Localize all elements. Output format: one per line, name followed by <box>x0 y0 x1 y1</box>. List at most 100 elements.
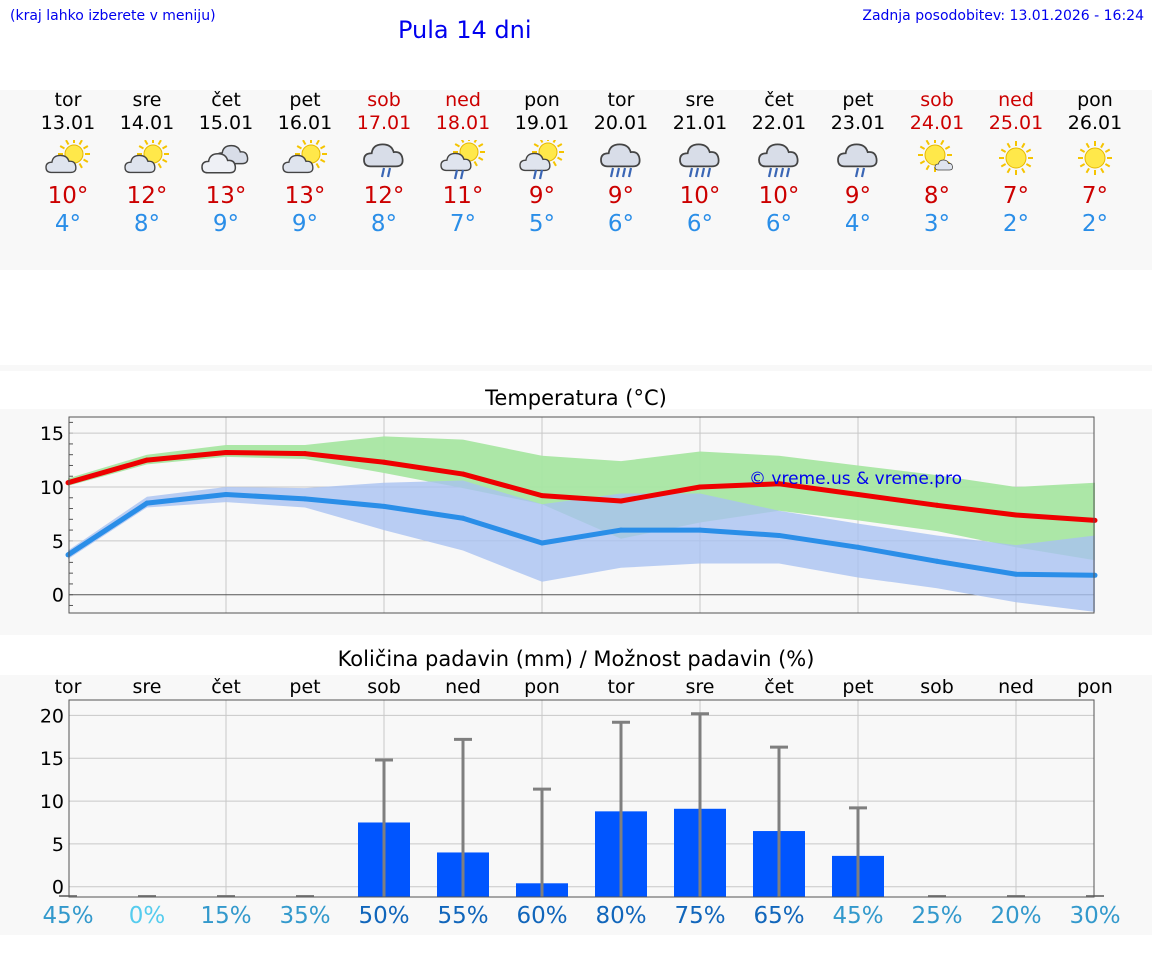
temp-max: 13° <box>205 183 247 209</box>
day-date: 14.01 <box>119 112 175 134</box>
temp-min: 4° <box>844 211 872 237</box>
precip-probability: 15% <box>200 903 252 929</box>
day-date: 13.01 <box>40 112 96 134</box>
cloud-heavy-rain-icon <box>600 143 641 178</box>
day-of-week: pet <box>842 89 874 111</box>
day-date: 26.01 <box>1067 112 1123 134</box>
day-of-week: sob <box>920 89 954 111</box>
day-forecast: pon 19.01 9° 5° <box>502 88 582 238</box>
precip-probability: 55% <box>437 903 489 929</box>
temp-max: 10° <box>679 183 721 209</box>
temp-max: 10° <box>47 183 89 209</box>
day-label: sob <box>920 676 954 698</box>
y-tick-label: 15 <box>40 748 64 770</box>
temp-max: 7° <box>1081 183 1109 209</box>
max-temperature-point <box>460 471 466 477</box>
page-title: Pula 14 dni <box>398 16 532 44</box>
day-label: čet <box>211 676 241 698</box>
day-label: tor <box>55 676 82 698</box>
day-of-week: pet <box>289 89 321 111</box>
temp-max: 9° <box>607 183 635 209</box>
day-date: 16.01 <box>277 112 333 134</box>
day-of-week: sre <box>685 89 715 111</box>
max-temperature-point <box>855 492 861 498</box>
min-range-band <box>68 480 1095 612</box>
day-label: sre <box>133 676 162 698</box>
max-temperature-point <box>1092 517 1098 523</box>
day-label: sre <box>686 676 715 698</box>
temperature-chart-title: Temperatura (°C) <box>485 386 667 410</box>
day-label: ned <box>445 676 481 698</box>
temp-max: 7° <box>1002 183 1030 209</box>
temp-max: 10° <box>758 183 800 209</box>
day-forecast: sob 24.01 8° 3° <box>897 88 977 238</box>
day-of-week: sre <box>132 89 162 111</box>
y-tick-label: 20 <box>40 705 64 727</box>
day-label: pon <box>1077 676 1113 698</box>
precip-probability: 80% <box>595 903 647 929</box>
day-label: sob <box>367 676 401 698</box>
sun-cloud-icon <box>45 140 90 174</box>
sun-icon <box>1078 141 1112 175</box>
day-date: 15.01 <box>198 112 254 134</box>
max-temperature-point <box>381 459 387 465</box>
day-of-week: tor <box>607 89 635 111</box>
temp-min: 7° <box>449 211 477 237</box>
precip-probability: 45% <box>42 903 94 929</box>
temp-min: 6° <box>686 211 714 237</box>
sun-small-cloud-icon <box>918 140 953 172</box>
sun-icon <box>999 141 1033 175</box>
location-hint[interactable]: (kraj lahko izberete v meniju) <box>10 8 216 24</box>
y-tick-label: 15 <box>40 423 64 445</box>
day-forecast: čet 22.01 10° 6° <box>739 88 819 238</box>
min-temperature-point <box>460 515 466 521</box>
y-tick-label: 0 <box>52 877 64 899</box>
plot-frame <box>68 416 1095 614</box>
day-forecast: čet 15.01 13° 9° <box>186 88 266 238</box>
min-temperature-point <box>776 532 782 538</box>
sun-cloud-rain-icon <box>519 140 564 180</box>
y-tick-label: 10 <box>40 477 64 499</box>
y-tick-label: 5 <box>52 531 64 553</box>
max-temperature-point <box>697 484 703 490</box>
temp-min: 6° <box>607 211 635 237</box>
max-temperature-point <box>144 457 150 463</box>
max-temperature-point <box>223 450 229 456</box>
day-of-week: ned <box>998 89 1034 111</box>
day-forecast: pet 16.01 13° 9° <box>265 88 345 238</box>
precip-probability: 75% <box>674 903 726 929</box>
day-label: čet <box>764 676 794 698</box>
watermark: © vreme.us & vreme.pro <box>749 469 962 489</box>
max-temperature-point <box>539 493 545 499</box>
day-label: pet <box>842 676 873 698</box>
min-temperature-point <box>144 500 150 506</box>
temp-min: 5° <box>528 211 556 237</box>
precip-probability: 35% <box>279 903 331 929</box>
day-of-week: tor <box>54 89 82 111</box>
temp-min: 2° <box>1081 211 1109 237</box>
temp-min: 9° <box>291 211 319 237</box>
day-label: pon <box>524 676 560 698</box>
day-of-week: čet <box>211 89 241 111</box>
sun-cloud-icon <box>282 140 327 174</box>
day-forecast: tor 20.01 9° 6° <box>581 88 661 238</box>
separator-band <box>0 365 1152 371</box>
min-temperature-point <box>934 558 940 564</box>
temp-min: 2° <box>1002 211 1030 237</box>
day-date: 17.01 <box>356 112 412 134</box>
y-tick-label: 0 <box>52 585 64 607</box>
plot-frame <box>68 699 1095 898</box>
day-date: 18.01 <box>435 112 491 134</box>
day-forecast: ned 18.01 11° 7° <box>423 88 503 238</box>
max-temperature-point <box>934 502 940 508</box>
sun-cloud-icon <box>124 140 169 174</box>
temp-min: 3° <box>923 211 951 237</box>
max-temperature-line <box>67 450 1096 523</box>
precip-probability: 25% <box>911 903 963 929</box>
temp-min: 6° <box>765 211 793 237</box>
day-label: tor <box>608 676 635 698</box>
temp-max: 8° <box>923 183 951 209</box>
cloud-rain-icon <box>363 143 404 178</box>
day-forecast: sob 17.01 12° 8° <box>344 88 424 238</box>
day-date: 22.01 <box>751 112 807 134</box>
